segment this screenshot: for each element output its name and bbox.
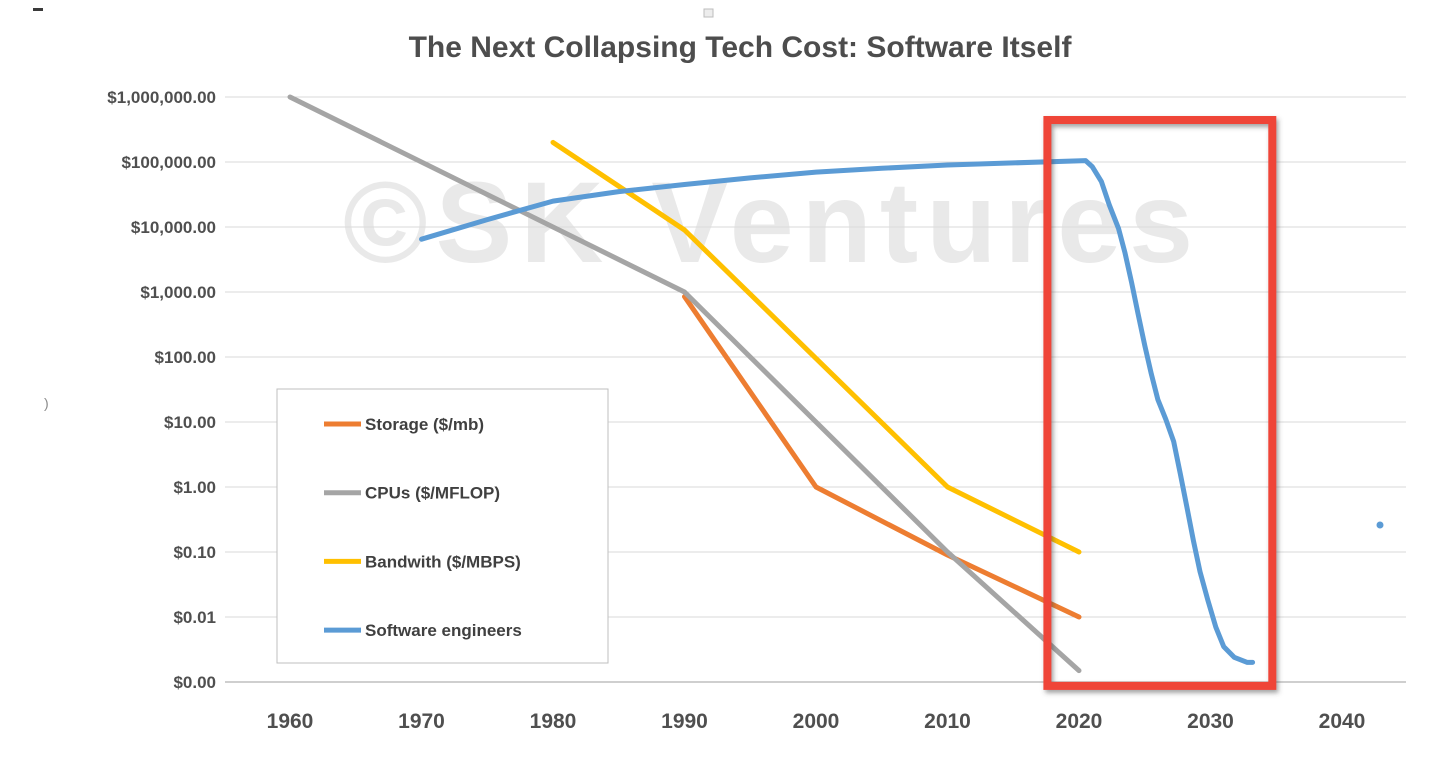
- y-axis-labels: $1,000,000.00 $100,000.00 $10,000.00 $1,000…: [107, 88, 216, 692]
- stray-paren: ): [44, 395, 49, 411]
- y-tick-label: $1,000.00: [140, 283, 216, 302]
- x-tick-label: 1990: [661, 710, 708, 733]
- x-tick-label: 2020: [1056, 710, 1103, 733]
- legend-label: Software engineers: [365, 621, 522, 640]
- series-line-bandwith-mbps: [550, 139, 1082, 555]
- x-tick-label: 2000: [793, 710, 840, 733]
- series-line-storage-mb: [682, 294, 1082, 620]
- y-tick-label: $10.00: [164, 413, 216, 432]
- series-line-software-engineers: [419, 158, 1256, 665]
- x-tick-label: 2040: [1319, 710, 1366, 733]
- chart-title: The Next Collapsing Tech Cost: Software …: [409, 31, 1073, 64]
- y-tick-label: $0.10: [173, 543, 216, 562]
- y-tick-label: $100,000.00: [121, 153, 216, 172]
- legend-label: CPUs ($/MFLOP): [365, 484, 500, 503]
- x-tick-label: 2010: [924, 710, 971, 733]
- y-tick-label: $1.00: [173, 478, 216, 497]
- highlight-box: [1043, 116, 1277, 690]
- series-line-cpus-mflop: [287, 94, 1082, 674]
- x-tick-label: 1960: [267, 710, 314, 733]
- y-tick-label: $10,000.00: [131, 218, 216, 237]
- y-tick-label: $0.01: [173, 608, 216, 627]
- y-tick-label: $0.00: [173, 673, 216, 692]
- stray-blue-dot: [1376, 521, 1384, 529]
- scan-artifacts: ): [33, 8, 1384, 529]
- x-tick-label: 1980: [530, 710, 577, 733]
- y-tick-label: $100.00: [155, 348, 216, 367]
- legend-label: Storage ($/mb): [365, 415, 484, 434]
- legend-box: [276, 388, 609, 664]
- stray-square-top: [703, 8, 714, 18]
- y-tick-label: $1,000,000.00: [107, 88, 216, 107]
- x-axis-labels: 1960 1970 1980 1990 2000 2010 2020 2030 2040: [267, 710, 1366, 733]
- legend-label: Bandwith ($/MBPS): [365, 552, 521, 571]
- series-lines: [287, 94, 1256, 674]
- legend: Storage ($/mb) CPUs ($/MFLOP) Bandwith ($/…: [276, 388, 609, 664]
- x-tick-label: 2030: [1187, 710, 1234, 733]
- x-tick-label: 1970: [398, 710, 445, 733]
- stray-mark-top-left: [33, 8, 43, 11]
